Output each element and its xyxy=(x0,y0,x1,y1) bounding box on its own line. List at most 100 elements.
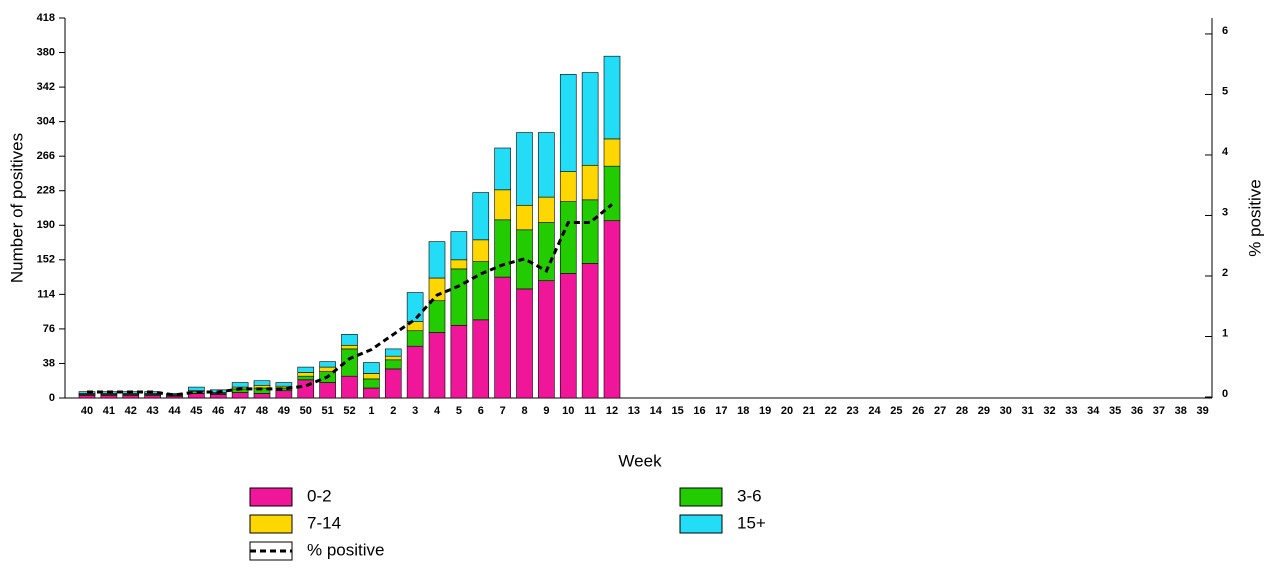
bar xyxy=(603,55,621,140)
bar xyxy=(581,72,599,166)
bar xyxy=(603,220,621,399)
bar xyxy=(384,368,402,399)
bar xyxy=(472,319,490,399)
x-tick-label: 7 xyxy=(500,405,506,417)
x-tick-label: 13 xyxy=(628,405,640,417)
y-tick-label: 266 xyxy=(37,150,55,162)
bar xyxy=(341,344,358,350)
x-tick-label: 15 xyxy=(672,405,684,417)
y-tick-label: 418 xyxy=(37,12,55,24)
x-tick-label: 20 xyxy=(781,405,793,417)
y-tick-label: 76 xyxy=(43,323,55,335)
bar xyxy=(406,345,424,399)
y-tick-label: 38 xyxy=(43,357,55,369)
x-tick-label: 30 xyxy=(1000,405,1012,417)
x-tick-label: 36 xyxy=(1131,405,1143,417)
y-tick-label: 380 xyxy=(37,46,55,58)
bar xyxy=(538,196,555,223)
y-tick-label: 228 xyxy=(37,185,55,197)
bar xyxy=(450,268,468,326)
x-tick-label: 14 xyxy=(650,405,663,417)
x-tick-label: 22 xyxy=(825,405,837,417)
x-tick-label: 11 xyxy=(584,405,596,417)
bar xyxy=(100,394,118,399)
bar xyxy=(603,165,621,222)
bar xyxy=(538,280,555,399)
bar xyxy=(581,199,599,264)
y-axis-label: Number of positives xyxy=(7,133,26,283)
x-tick-label: 45 xyxy=(190,405,202,417)
x-tick-label: 9 xyxy=(543,405,549,417)
legend-swatch xyxy=(679,514,723,534)
bar xyxy=(450,259,468,270)
bar xyxy=(428,300,446,333)
bar xyxy=(494,219,511,278)
x-tick-label: 32 xyxy=(1043,405,1055,417)
bar xyxy=(559,171,577,202)
x-tick-label: 10 xyxy=(562,405,574,417)
bar xyxy=(231,392,249,399)
legend-label: 3-6 xyxy=(737,486,762,505)
x-tick-label: 47 xyxy=(234,405,246,417)
bar xyxy=(297,375,315,381)
x-tick-label: 46 xyxy=(212,405,224,417)
line xyxy=(87,203,613,397)
x-tick-label: 35 xyxy=(1109,405,1121,417)
x-tick-label: 40 xyxy=(81,405,93,417)
bar xyxy=(472,192,490,241)
bar xyxy=(297,366,315,373)
bar xyxy=(406,330,424,347)
x-tick-label: 3 xyxy=(412,405,418,417)
x-tick-label: 48 xyxy=(256,405,268,417)
bar xyxy=(297,372,315,377)
y2-axis-label: % positive xyxy=(1245,179,1264,256)
bar xyxy=(494,276,511,399)
bar xyxy=(516,204,533,231)
x-tick-label: 1 xyxy=(368,405,374,417)
y2-tick-label: 5 xyxy=(1222,85,1228,97)
bar xyxy=(516,288,533,399)
legend-label: 0-2 xyxy=(307,486,332,505)
y-tick-label: 304 xyxy=(37,116,56,128)
x-tick-label: 24 xyxy=(868,405,881,417)
bar xyxy=(253,380,271,386)
y-tick-label: 190 xyxy=(37,219,55,231)
bar xyxy=(472,261,490,321)
x-tick-label: 26 xyxy=(912,405,924,417)
bar xyxy=(297,379,315,399)
y2-tick-label: 4 xyxy=(1222,146,1229,158)
legend-label: 7-14 xyxy=(307,513,341,532)
x-tick-label: 41 xyxy=(103,405,115,417)
x-tick-label: 28 xyxy=(956,405,968,417)
bar xyxy=(428,277,446,302)
bar xyxy=(384,359,402,370)
bar xyxy=(275,390,293,399)
bar xyxy=(122,394,140,399)
x-tick-label: 34 xyxy=(1087,405,1100,417)
x-tick-label: 31 xyxy=(1022,405,1034,417)
bar xyxy=(494,147,511,191)
bar xyxy=(494,189,511,221)
y2-tick-label: 0 xyxy=(1222,388,1228,400)
bar xyxy=(78,394,96,399)
x-tick-label: 38 xyxy=(1175,405,1187,417)
y-tick-label: 342 xyxy=(37,81,55,93)
x-tick-label: 50 xyxy=(300,405,312,417)
bar xyxy=(538,132,555,198)
legend-swatch xyxy=(249,514,293,534)
x-tick-label: 2 xyxy=(390,405,396,417)
bar xyxy=(450,324,468,399)
x-tick-label: 16 xyxy=(693,405,705,417)
legend-swatch xyxy=(249,487,293,507)
bar xyxy=(253,393,271,399)
y2-tick-label: 3 xyxy=(1222,206,1228,218)
bar xyxy=(209,394,227,399)
bar xyxy=(363,362,380,374)
x-tick-label: 21 xyxy=(803,405,815,417)
bar xyxy=(428,332,446,399)
bar xyxy=(384,355,402,361)
bar xyxy=(472,239,490,262)
x-tick-label: 39 xyxy=(1197,405,1209,417)
bar xyxy=(428,241,446,279)
